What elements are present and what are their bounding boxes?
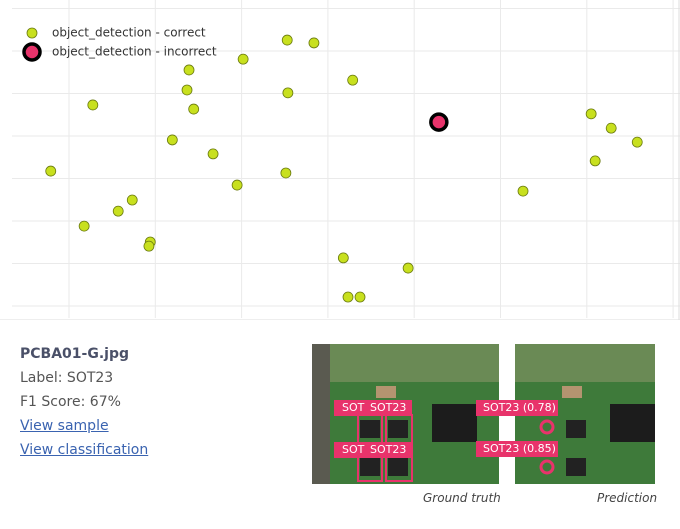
point [237,53,249,65]
point [181,84,193,96]
pred-box-label: SOT23 (0.85) [483,442,556,455]
point [337,252,349,264]
point [517,185,529,197]
filename: PCBA01-G.jpg [20,346,129,362]
gt-box-label: SOT [342,443,365,456]
scatter-chart: object_detection - correct object_detecti… [0,0,680,320]
legend-label: object_detection - correct [52,26,206,40]
view-sample-link[interactable]: View sample [20,418,109,434]
point [166,134,178,146]
f1-score: F1 Score: 67% [20,394,121,410]
point [280,167,292,179]
label: Label: SOT23 [20,370,114,386]
view-classification-link[interactable]: View classification [20,442,149,458]
legend-label: object_detection - incorrect [52,45,217,59]
point [308,37,320,49]
prediction-caption: Prediction [597,491,658,505]
legend-marker [22,42,42,62]
pred-box-label: SOT23 (0.78) [483,401,556,414]
legend-marker [26,27,38,39]
point [281,34,293,46]
gt-box-label: SOT23 [370,443,406,456]
gt-box-label: SOT [342,401,365,414]
point [126,194,138,206]
point [143,240,155,252]
point [78,220,90,232]
gt-box-label: SOT23 [370,401,406,414]
point [188,103,200,115]
point [112,205,124,217]
plot-bg [0,0,680,320]
point [429,112,449,132]
point [347,74,359,86]
point [402,262,414,274]
prediction-image: SOT23 (0.78) SOT23 (0.85) [476,344,655,484]
point [589,155,601,167]
point [87,99,99,111]
point [354,291,366,303]
point [183,64,195,76]
point [45,165,57,177]
point [631,136,643,148]
point [605,122,617,134]
point [342,291,354,303]
point [207,148,219,160]
point [231,179,243,191]
point [282,87,294,99]
ground-truth-image: SOT SOT23 SOT SOT23 [312,344,499,484]
point [585,108,597,120]
ground-truth-caption: Ground truth [423,491,501,505]
